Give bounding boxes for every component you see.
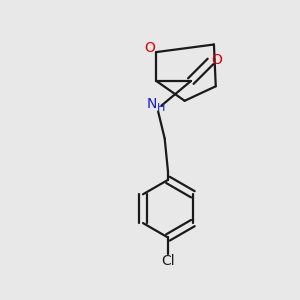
Text: N: N [147, 97, 158, 111]
Text: Cl: Cl [161, 254, 175, 268]
Text: O: O [211, 53, 222, 67]
Text: H: H [157, 103, 166, 113]
Text: O: O [144, 41, 155, 55]
